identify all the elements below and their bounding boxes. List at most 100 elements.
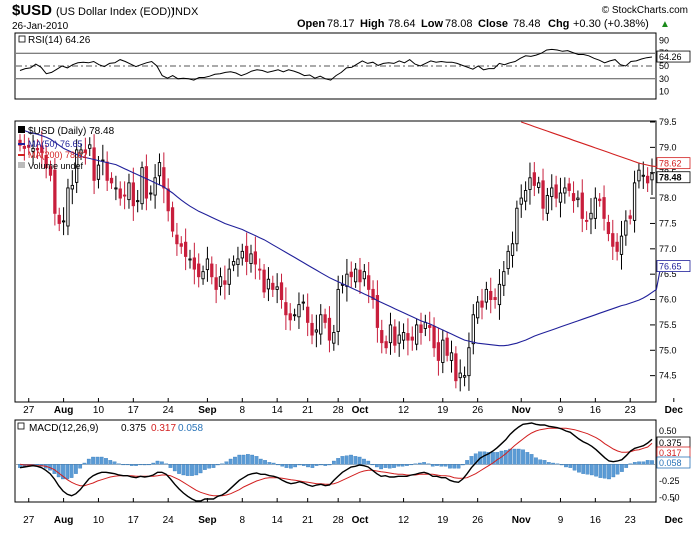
price-last-box (656, 260, 691, 272)
ma200-legend-text: MA(200) 78.62 (28, 150, 88, 160)
x-tick-label-top: 10 (93, 405, 105, 416)
x-tick-label-bottom: 28 (333, 515, 345, 526)
macd-histogram-bar (267, 462, 272, 465)
candle-body (598, 198, 602, 202)
macd-last-label: 0.058 (659, 458, 682, 468)
candle-body (205, 258, 210, 271)
macd-legend: MACD(12,26,9) 0.375 0.317 0.058 (17, 422, 203, 434)
macd-histogram-bar (151, 462, 156, 465)
candle-body (245, 245, 249, 262)
macd-histogram-bar (160, 461, 164, 465)
macd-histogram-bar (181, 464, 186, 476)
macd-histogram-bar (650, 460, 654, 465)
x-tick-label-bottom: 10 (93, 515, 105, 526)
candle-body (484, 288, 489, 303)
macd-histogram-bar (336, 458, 341, 465)
macd-histogram-bar (392, 464, 396, 468)
macd-histogram-bar (456, 464, 461, 469)
macd-histogram-bar (108, 460, 113, 465)
macd-histogram-bar (172, 464, 177, 472)
rsi-legend-text: RSI(14) 64.26 (28, 35, 91, 46)
x-tick-label-top: 8 (240, 405, 246, 416)
macd-histogram-bar (35, 464, 40, 466)
x-tick-label-top: Aug (54, 405, 73, 416)
macd-histogram-bar (233, 456, 237, 465)
macd-histogram-bar (568, 464, 573, 468)
rsi-legend-swatch (18, 35, 26, 43)
candle-body (545, 195, 550, 214)
candle-body (188, 258, 192, 261)
macd-histogram-bar (215, 464, 220, 466)
ohlc-readout: Open 78.17 High 78.64 Low 78.08 Close 78… (297, 18, 670, 30)
macd-histogram-bar (190, 464, 194, 476)
candle-body (306, 306, 310, 323)
candle-body (563, 187, 567, 194)
candle-body (61, 220, 66, 223)
macd-histogram-bar (624, 464, 629, 468)
candle-body (519, 197, 523, 205)
candle-body (397, 334, 401, 344)
candle-body (419, 324, 423, 333)
x-tick-label-top: 23 (625, 405, 637, 416)
macd-histogram-bar (645, 460, 650, 465)
candle-body (310, 322, 314, 336)
price-tick-label: 79.5 (659, 117, 677, 127)
price-tick-label: 77.5 (659, 218, 677, 228)
candle-body (183, 241, 188, 257)
candle-body (319, 314, 323, 335)
price-tick-label: 74.5 (659, 371, 677, 381)
candle-body (88, 144, 92, 149)
candle-body (632, 182, 637, 221)
candle-body (231, 261, 236, 266)
macd-legend-swatch (17, 422, 25, 430)
candle-body (646, 175, 650, 184)
macd-histogram-bar (598, 464, 603, 478)
price-legend-swatch (18, 126, 25, 133)
candle-body (223, 280, 227, 285)
candle-body (140, 167, 144, 205)
x-tick-label-bottom: 12 (398, 515, 410, 526)
candle-body (275, 286, 279, 290)
macd-histogram-bar (366, 460, 371, 465)
macd-histogram-bar (387, 464, 392, 469)
macd-histogram-bar (353, 456, 358, 465)
x-tick-label-bottom: 26 (472, 515, 484, 526)
candle-body (353, 268, 358, 283)
macd-histogram-bar (134, 464, 138, 466)
x-tick-label-top: 14 (272, 405, 284, 416)
macd-histogram-bar (86, 458, 91, 465)
macd-histogram-bar (82, 462, 87, 465)
candle-body (92, 147, 96, 181)
rsi-panel-frame (14, 32, 657, 100)
candle-body (558, 192, 563, 203)
candle-body (249, 253, 253, 264)
macd-histogram-bar (280, 464, 285, 467)
candle-body (179, 243, 183, 247)
macd-histogram-bar (409, 464, 414, 466)
macd-tick-label: 0.50 (659, 426, 677, 436)
macd-histogram-bar (585, 464, 590, 475)
candle-body (436, 342, 441, 361)
candle-body (497, 283, 502, 306)
candle-body (432, 325, 436, 349)
candle-body (75, 149, 79, 183)
macd-histogram-bar (125, 464, 130, 466)
macd-histogram-bar (129, 464, 134, 466)
macd-histogram-bar (374, 464, 379, 468)
candle-body (458, 372, 462, 379)
price-tick-label: 75.5 (659, 320, 677, 330)
candle-body (637, 169, 641, 182)
candle-body (240, 250, 244, 259)
macd-histogram-bar (293, 464, 298, 468)
x-tick-label-bottom: Oct (352, 515, 369, 526)
x-tick-label-top: 24 (163, 405, 175, 416)
x-tick-label-bottom: 16 (590, 515, 602, 526)
candle-body (423, 321, 427, 329)
candle-body (31, 147, 35, 152)
x-tick-label-bottom: Sep (198, 515, 216, 526)
macd-tick-label: -0.50 (659, 493, 680, 503)
macd-histogram-bar (331, 460, 336, 465)
x-tick-label-top: 26 (472, 405, 484, 416)
candle-body (367, 275, 371, 290)
macd-histogram-bar (224, 461, 229, 465)
